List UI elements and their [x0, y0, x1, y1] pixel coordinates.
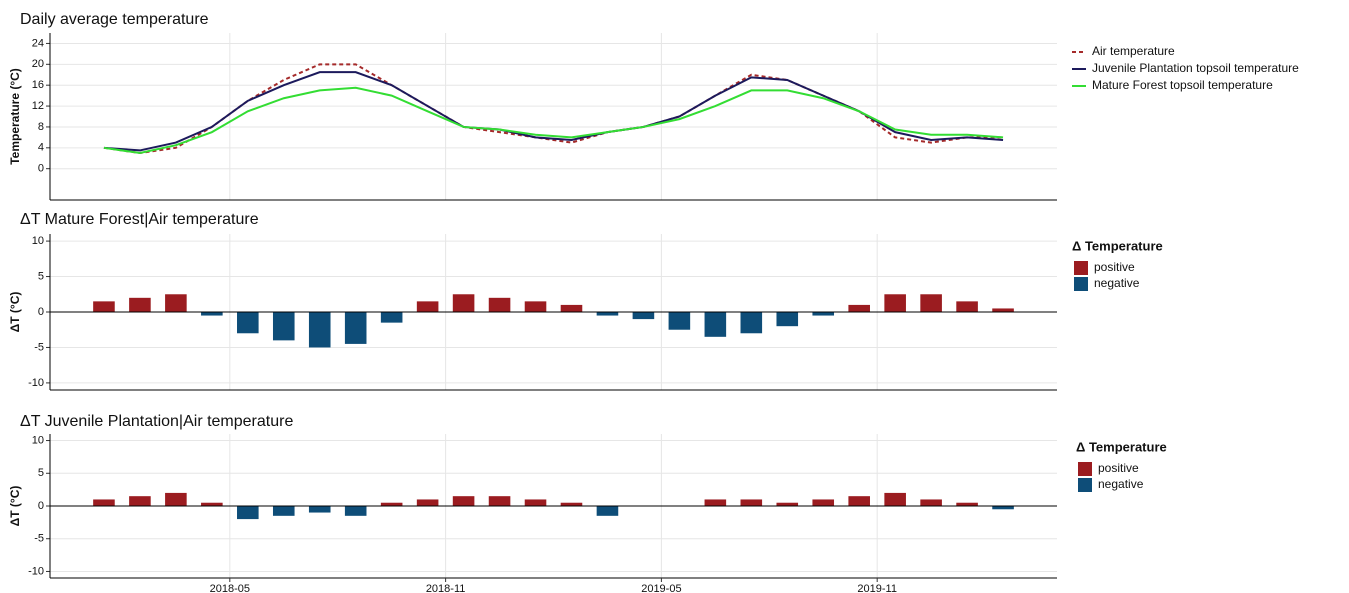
bar — [416, 499, 439, 506]
y-tick-label: 16 — [32, 79, 44, 91]
bar — [812, 499, 835, 506]
bar — [884, 492, 906, 506]
legend-title: Δ Temperature — [1076, 439, 1167, 454]
legend-swatch — [1078, 478, 1092, 492]
y-tick-label: 5 — [38, 270, 44, 282]
bar — [848, 304, 870, 312]
bar — [704, 312, 727, 337]
y-tick-label: 10 — [32, 434, 44, 446]
bar — [524, 301, 547, 312]
x-tick-label: 2018-11 — [426, 583, 466, 593]
bar — [956, 502, 978, 506]
y-axis-label: ΔT (°C) — [8, 292, 22, 333]
bar — [776, 312, 799, 327]
y-tick-label: 12 — [32, 100, 44, 112]
bar — [956, 301, 978, 312]
y-tick-label: 4 — [38, 142, 44, 154]
bar — [596, 506, 619, 516]
bar — [920, 294, 942, 312]
bar — [920, 499, 942, 506]
bar — [380, 312, 403, 323]
legend-label: positive — [1098, 461, 1139, 475]
series-line — [103, 71, 1004, 152]
panel-title: ΔT Mature Forest|Air temperature — [20, 211, 259, 228]
bar — [93, 499, 115, 506]
legend-swatch — [1074, 277, 1088, 291]
bar — [165, 492, 187, 506]
bar — [812, 312, 835, 316]
y-tick-label: 0 — [38, 306, 44, 318]
bar — [884, 294, 906, 312]
bar — [308, 312, 331, 348]
bar — [416, 301, 439, 312]
bar — [201, 502, 223, 506]
y-tick-label: 24 — [32, 37, 44, 49]
bar — [452, 294, 475, 312]
bar — [488, 496, 511, 506]
bar — [776, 502, 799, 506]
legend-swatch — [1074, 261, 1088, 275]
bar — [992, 506, 1014, 510]
bar — [165, 294, 187, 312]
bar — [524, 499, 547, 506]
bar — [93, 301, 115, 312]
y-tick-label: 8 — [38, 121, 44, 133]
legend-label: negative — [1094, 276, 1140, 290]
y-tick-label: 0 — [38, 163, 44, 175]
y-tick-label: -5 — [34, 341, 44, 353]
bar — [452, 496, 475, 506]
legend-label: Juvenile Plantation topsoil temperature — [1092, 61, 1299, 75]
bar — [740, 499, 763, 506]
y-tick-label: 20 — [32, 58, 44, 70]
bar — [848, 496, 870, 506]
y-tick-label: -10 — [28, 565, 44, 577]
bar — [560, 304, 583, 312]
x-tick-label: 2019-11 — [857, 583, 897, 593]
panel-title: Daily average temperature — [20, 11, 209, 28]
legend-label: Air temperature — [1092, 44, 1175, 58]
bar — [237, 506, 259, 520]
bar — [560, 502, 583, 506]
bar — [201, 312, 223, 316]
bar — [992, 308, 1014, 312]
x-tick-label: 2019-05 — [641, 583, 681, 593]
bar — [380, 502, 403, 506]
bar — [344, 312, 367, 344]
bar — [272, 312, 295, 341]
series-line — [103, 86, 1004, 155]
y-tick-label: -5 — [34, 533, 44, 545]
bar — [344, 506, 367, 516]
y-axis-label: Temperature (°C) — [8, 68, 22, 165]
x-tick-label: 2018-05 — [210, 583, 250, 593]
bar — [740, 312, 763, 334]
y-axis-label: ΔT (°C) — [8, 486, 22, 527]
bar — [129, 297, 151, 312]
bar — [632, 312, 655, 320]
y-tick-label: 5 — [38, 467, 44, 479]
bar — [308, 506, 331, 513]
y-tick-label: -10 — [28, 377, 44, 389]
panel-title: ΔT Juvenile Plantation|Air temperature — [20, 413, 293, 430]
bar — [129, 496, 151, 506]
bar — [237, 312, 259, 334]
legend-label: negative — [1098, 477, 1144, 491]
legend-title: Δ Temperature — [1072, 238, 1163, 253]
legend-swatch — [1078, 462, 1092, 476]
bar — [488, 297, 511, 312]
bar — [272, 506, 295, 516]
y-tick-label: 0 — [38, 500, 44, 512]
bar — [704, 499, 727, 506]
series-line — [103, 63, 1004, 155]
bar — [596, 312, 619, 316]
legend-label: Mature Forest topsoil temperature — [1092, 78, 1273, 92]
legend-label: positive — [1094, 260, 1135, 274]
bar — [668, 312, 691, 330]
y-tick-label: 10 — [32, 235, 44, 247]
